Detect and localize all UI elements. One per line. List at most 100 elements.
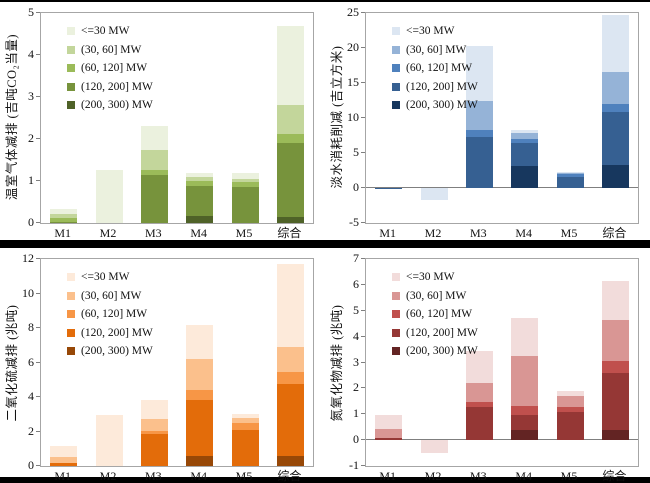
y-tick-label: 25 [347,5,359,19]
bar-segment [276,143,304,217]
zero-axis-line [366,187,638,188]
legend-item: (200, 300) MW [392,99,478,111]
legend-label: (30, 60] MW [406,289,467,302]
bar-segment [50,456,78,463]
bar-segment [601,104,629,112]
y-tick-mark [361,152,365,153]
x-tick-label: 综合 [602,469,627,483]
legend-swatch [67,82,75,91]
bar-segment [276,372,304,385]
bar-segment [511,142,539,166]
bar-segment [95,415,123,466]
bar-segment [511,129,539,134]
x-tick-label: M1 [54,226,71,240]
bar-segment [556,391,584,397]
x-tick-label: M4 [190,226,207,240]
bar-segment [375,438,403,441]
bar-segment [511,133,539,139]
bar-segment [601,71,629,104]
y-tick-label: -1 [349,458,359,472]
bar-segment [601,372,629,430]
legend-swatch [67,27,75,35]
plot-area-freshwater: <=30 MW (30, 60] MW (60, 120] MW (120, 200]… [365,12,639,224]
y-tick-label: 0 [28,458,34,472]
y-tick-label: 4 [28,389,34,403]
top-border-line [0,0,650,2]
x-tick-label: M4 [515,226,532,240]
bar-segment [186,359,214,391]
x-tick-label: M5 [560,226,578,240]
bar-segment [511,356,539,407]
bar-segment [465,45,493,101]
bar-segment [465,383,493,403]
legend-item: (30, 60] MW [392,290,478,302]
bar-segment [186,173,214,178]
y-tick-mark [36,96,40,97]
y-tick-label: 4 [28,47,34,61]
zero-axis-line [366,439,638,441]
legend-swatch [392,328,400,337]
y-tick-label: 2 [353,380,359,395]
bar-segment [556,411,584,441]
x-tick-label: M1 [54,469,71,483]
x-tick-label: 综合 [602,226,627,240]
legend-label: (120, 200] MW [81,326,153,339]
plot-area-nitrogen-oxides: <=30 MW (30, 60] MW (60, 120] MW (120, 200]… [365,258,639,467]
legend-item: <=30 MW [392,25,478,37]
bar-segment [186,455,214,466]
chart-panel-greenhouse-gas: 温室气体减排 (吉吨CO₂当量) <=30 MW (30, 60] MW (60, … [0,2,325,240]
bar-segment [420,188,448,200]
y-tick-label: -5 [349,215,359,229]
y-tick-mark [36,54,40,55]
bar-segment [186,186,214,217]
y-tick-label: 15 [347,75,359,89]
x-tick-label: M2 [424,226,442,240]
legend-label: (200, 300) MW [81,99,153,111]
x-tick-label: M3 [144,226,162,240]
y-tick-label: 0 [353,180,359,194]
bar-segment [50,221,78,223]
y-tick-label: 10 [22,285,34,300]
bar-segment [231,422,259,430]
bar-segment [50,446,78,457]
x-tick-label: 综合 [277,226,302,240]
legend-label: (120, 200] MW [81,80,153,93]
bar-segment [556,174,584,177]
legend: <=30 MW (30, 60] MW (60, 120] MW (120, 200]… [392,271,478,364]
plot-area-sulfur-dioxide: <=30 MW (30, 60] MW (60, 120] MW (120, 200]… [40,258,314,467]
y-tick-mark [361,12,365,13]
bar-segment [140,400,168,420]
legend-swatch [67,347,75,355]
bar-segment [465,129,493,137]
y-tick-mark [361,283,365,285]
legend-item: <=30 MW [67,25,153,37]
y-tick-mark [36,222,40,223]
bar-segment [186,177,214,181]
y-tick-label: 5 [28,5,34,19]
legend-item: <=30 MW [392,271,478,283]
bar-segment [556,396,584,408]
bar-segment [140,174,168,223]
legend-label: (120, 200] MW [406,80,478,93]
y-tick-mark [361,258,365,259]
legend-swatch [392,64,400,72]
y-tick-label: 10 [347,110,359,124]
legend-swatch [67,291,75,300]
bar-segment [465,136,493,188]
legend-item: (30, 60] MW [67,290,153,302]
legend-item: (200, 300) MW [67,99,153,111]
y-tick-mark [36,327,40,328]
legend-swatch [392,82,400,91]
bar-segment [601,15,629,72]
y-tick-label: 12 [22,251,34,265]
bottom-border-line [0,477,650,483]
legend-item: (60, 120] MW [67,308,153,320]
legend-item: <=30 MW [67,271,153,283]
legend-swatch [67,328,75,337]
legend-label: (60, 120] MW [81,308,148,320]
bar-segment [231,178,259,183]
bar-segment [140,434,168,466]
y-tick-label: 2 [28,131,34,145]
bar-segment [231,173,259,179]
bar-segment [95,169,123,223]
